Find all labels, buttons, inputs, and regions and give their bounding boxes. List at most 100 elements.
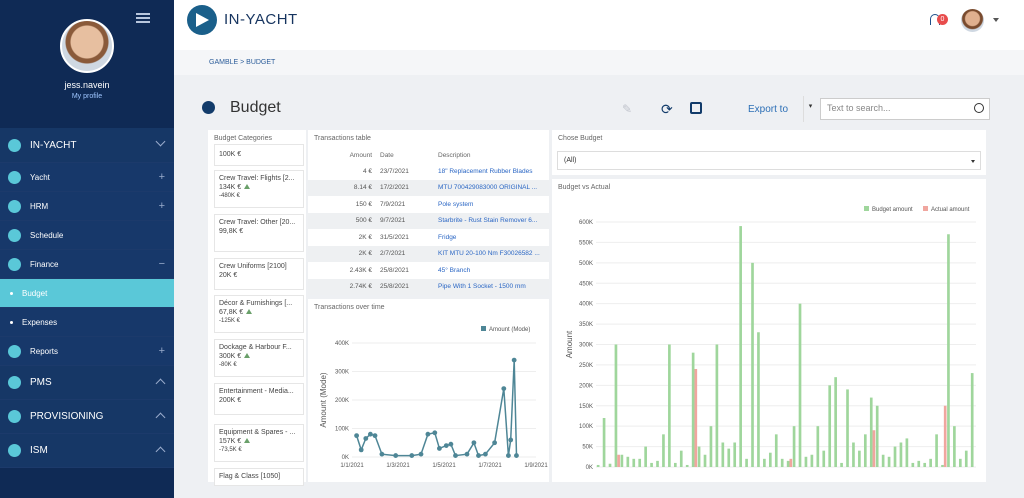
- y-tick-label: 250K: [579, 363, 593, 369]
- avatar[interactable]: [60, 19, 114, 73]
- category-card[interactable]: Equipment & Spares - ... 157K € -73,5K €: [214, 424, 304, 462]
- search-input[interactable]: Text to search...: [820, 98, 990, 120]
- budget-bar: [970, 373, 974, 467]
- y-tick-label: 400K: [579, 302, 593, 308]
- table-row[interactable]: 4 € 23/7/2021 18" Replacement Rubber Blade…: [308, 163, 549, 180]
- table-row[interactable]: 2.74K €25/8/2021 Pipe With 1 Socket - 150…: [308, 278, 549, 295]
- edit-icon[interactable]: ✎: [622, 102, 633, 116]
- sidebar-item-label: Finance: [30, 259, 59, 269]
- people-icon: [8, 199, 21, 213]
- expand-icon[interactable]: +: [158, 171, 165, 183]
- chevron-up-icon[interactable]: [155, 446, 166, 457]
- search-placeholder: Text to search...: [827, 103, 891, 113]
- budget-bar: [911, 462, 915, 467]
- budget-icon: [202, 101, 215, 114]
- expand-icon[interactable]: +: [158, 200, 165, 212]
- expand-icon[interactable]: +: [158, 345, 165, 357]
- sidebar-item-expenses[interactable]: Expenses: [0, 308, 174, 337]
- sidebar-item-in-yacht[interactable]: IN-YACHT: [0, 128, 174, 163]
- cell-description[interactable]: Fridge: [438, 233, 457, 241]
- refresh-icon[interactable]: ⟳: [661, 101, 673, 117]
- chevron-down-icon[interactable]: [155, 136, 166, 147]
- cell-amount: 4 €: [362, 167, 372, 175]
- budget-select[interactable]: (All): [557, 151, 981, 170]
- budget-bar: [697, 446, 701, 467]
- sidebar-item-finance[interactable]: Finance −: [0, 250, 174, 279]
- category-card[interactable]: Crew Uniforms [2100] 20K €: [214, 258, 304, 290]
- export-dropdown-icon[interactable]: ▾: [803, 96, 817, 122]
- in-yacht-logo-icon[interactable]: [187, 5, 217, 35]
- data-point: [508, 437, 514, 443]
- cell-amount: 2.43K €: [349, 266, 372, 274]
- category-card[interactable]: 100K €: [214, 144, 304, 166]
- cell-date: 7/9/2021: [380, 200, 406, 208]
- sidebar-item-schedule[interactable]: Schedule: [0, 221, 174, 250]
- category-value: 100K €: [219, 151, 242, 158]
- budget-bar: [751, 262, 754, 467]
- category-card[interactable]: Décor & Furnishings [... 67,8K € -125K €: [214, 295, 304, 333]
- sidebar-item-budget[interactable]: Budget: [0, 279, 174, 308]
- budget-bar: [798, 303, 802, 467]
- chart-icon: [8, 344, 21, 358]
- series-line: [355, 360, 518, 457]
- my-profile-link[interactable]: My profile: [71, 93, 103, 100]
- cell-description[interactable]: Starbrite - Rust Stain Remover 6...: [434, 212, 549, 229]
- budget-bar: [715, 344, 719, 467]
- sidebar-item-ism[interactable]: ISM: [0, 434, 174, 468]
- category-value: 67,8K €: [219, 309, 244, 316]
- budget-bar: [691, 352, 695, 467]
- budget-bar: [964, 450, 968, 467]
- sidebar-item-yacht[interactable]: Yacht +: [0, 163, 174, 192]
- sidebar-item-hrm[interactable]: HRM +: [0, 192, 174, 221]
- budget-bar: [953, 426, 956, 467]
- breadcrumb[interactable]: GAMBLE > BUDGET: [174, 50, 1024, 75]
- category-card[interactable]: Flag & Class [1050]: [214, 468, 304, 486]
- category-card[interactable]: Dockage & Harbour F... 300K € -80K €: [214, 339, 304, 377]
- category-variance: -80K €: [219, 362, 237, 368]
- category-card[interactable]: Entertainment - Media... 200K €: [214, 383, 304, 415]
- y-tick-label: 300K: [579, 343, 593, 349]
- collapse-icon[interactable]: −: [158, 258, 165, 270]
- search-icon[interactable]: [974, 103, 984, 113]
- cell-description[interactable]: MTU 700429083000 ORIGINAL ...: [434, 179, 549, 196]
- budget-bar: [822, 450, 826, 467]
- budget-bar: [858, 450, 861, 467]
- chevron-up-icon[interactable]: [155, 378, 166, 389]
- sidebar-item-label: PMS: [30, 377, 52, 388]
- budget-bar: [816, 426, 820, 467]
- cell-description[interactable]: KIT MTU 20-100 Nm F30026582 ...: [434, 245, 549, 262]
- col-description[interactable]: Description: [438, 151, 471, 159]
- table-row[interactable]: 2.43K € 25/8/2021 45° Branch: [308, 262, 549, 279]
- category-card[interactable]: Crew Travel: Flights [2... 134K € -480K €: [214, 170, 304, 208]
- chevron-up-icon[interactable]: [155, 412, 166, 423]
- budget-bar: [602, 418, 606, 467]
- sidebar-item-pms[interactable]: PMS: [0, 366, 174, 400]
- table-row[interactable]: 2K €2/7/2021 KIT MTU 20-100 Nm F30026582 …: [308, 245, 549, 262]
- notification-badge: 0: [937, 14, 948, 25]
- transactions-table: Amount Date Description 4 € 23/7/2021 18" …: [308, 147, 549, 295]
- cell-description[interactable]: 18" Replacement Rubber Blades: [438, 167, 533, 175]
- category-card[interactable]: Crew Travel: Other [20... 99,8K €: [214, 214, 304, 252]
- save-icon[interactable]: [690, 102, 702, 114]
- menu-toggle-icon[interactable]: [136, 13, 150, 23]
- user-avatar[interactable]: [961, 9, 984, 32]
- sidebar-item-reports[interactable]: Reports +: [0, 337, 174, 366]
- export-button[interactable]: Export to: [748, 104, 789, 115]
- cell-description[interactable]: Pole system: [438, 200, 474, 208]
- cell-date: 31/5/2021: [380, 233, 409, 241]
- sidebar-item-provisioning[interactable]: PROVISIONING: [0, 400, 174, 434]
- data-point: [511, 357, 517, 363]
- cell-date: 17/2/2021: [376, 179, 434, 196]
- table-row[interactable]: 500 €9/7/2021 Starbrite - Rust Stain Remo…: [308, 212, 549, 229]
- actual-bar: [872, 430, 876, 467]
- col-date[interactable]: Date: [380, 151, 394, 159]
- table-row[interactable]: 2K € 31/5/2021 Fridge: [308, 229, 549, 246]
- table-row[interactable]: 8.14 €17/2/2021 MTU 700429083000 ORIGINAL…: [308, 179, 549, 196]
- table-row[interactable]: 150 € 7/9/2021 Pole system: [308, 196, 549, 213]
- cell-description[interactable]: Pipe With 1 Socket - 1500 mm: [434, 278, 549, 295]
- col-amount[interactable]: Amount: [349, 151, 372, 159]
- user-menu-caret-icon[interactable]: [993, 18, 999, 22]
- budget-bar: [786, 460, 790, 467]
- budget-bar: [917, 460, 921, 467]
- cell-description[interactable]: 45° Branch: [438, 266, 471, 274]
